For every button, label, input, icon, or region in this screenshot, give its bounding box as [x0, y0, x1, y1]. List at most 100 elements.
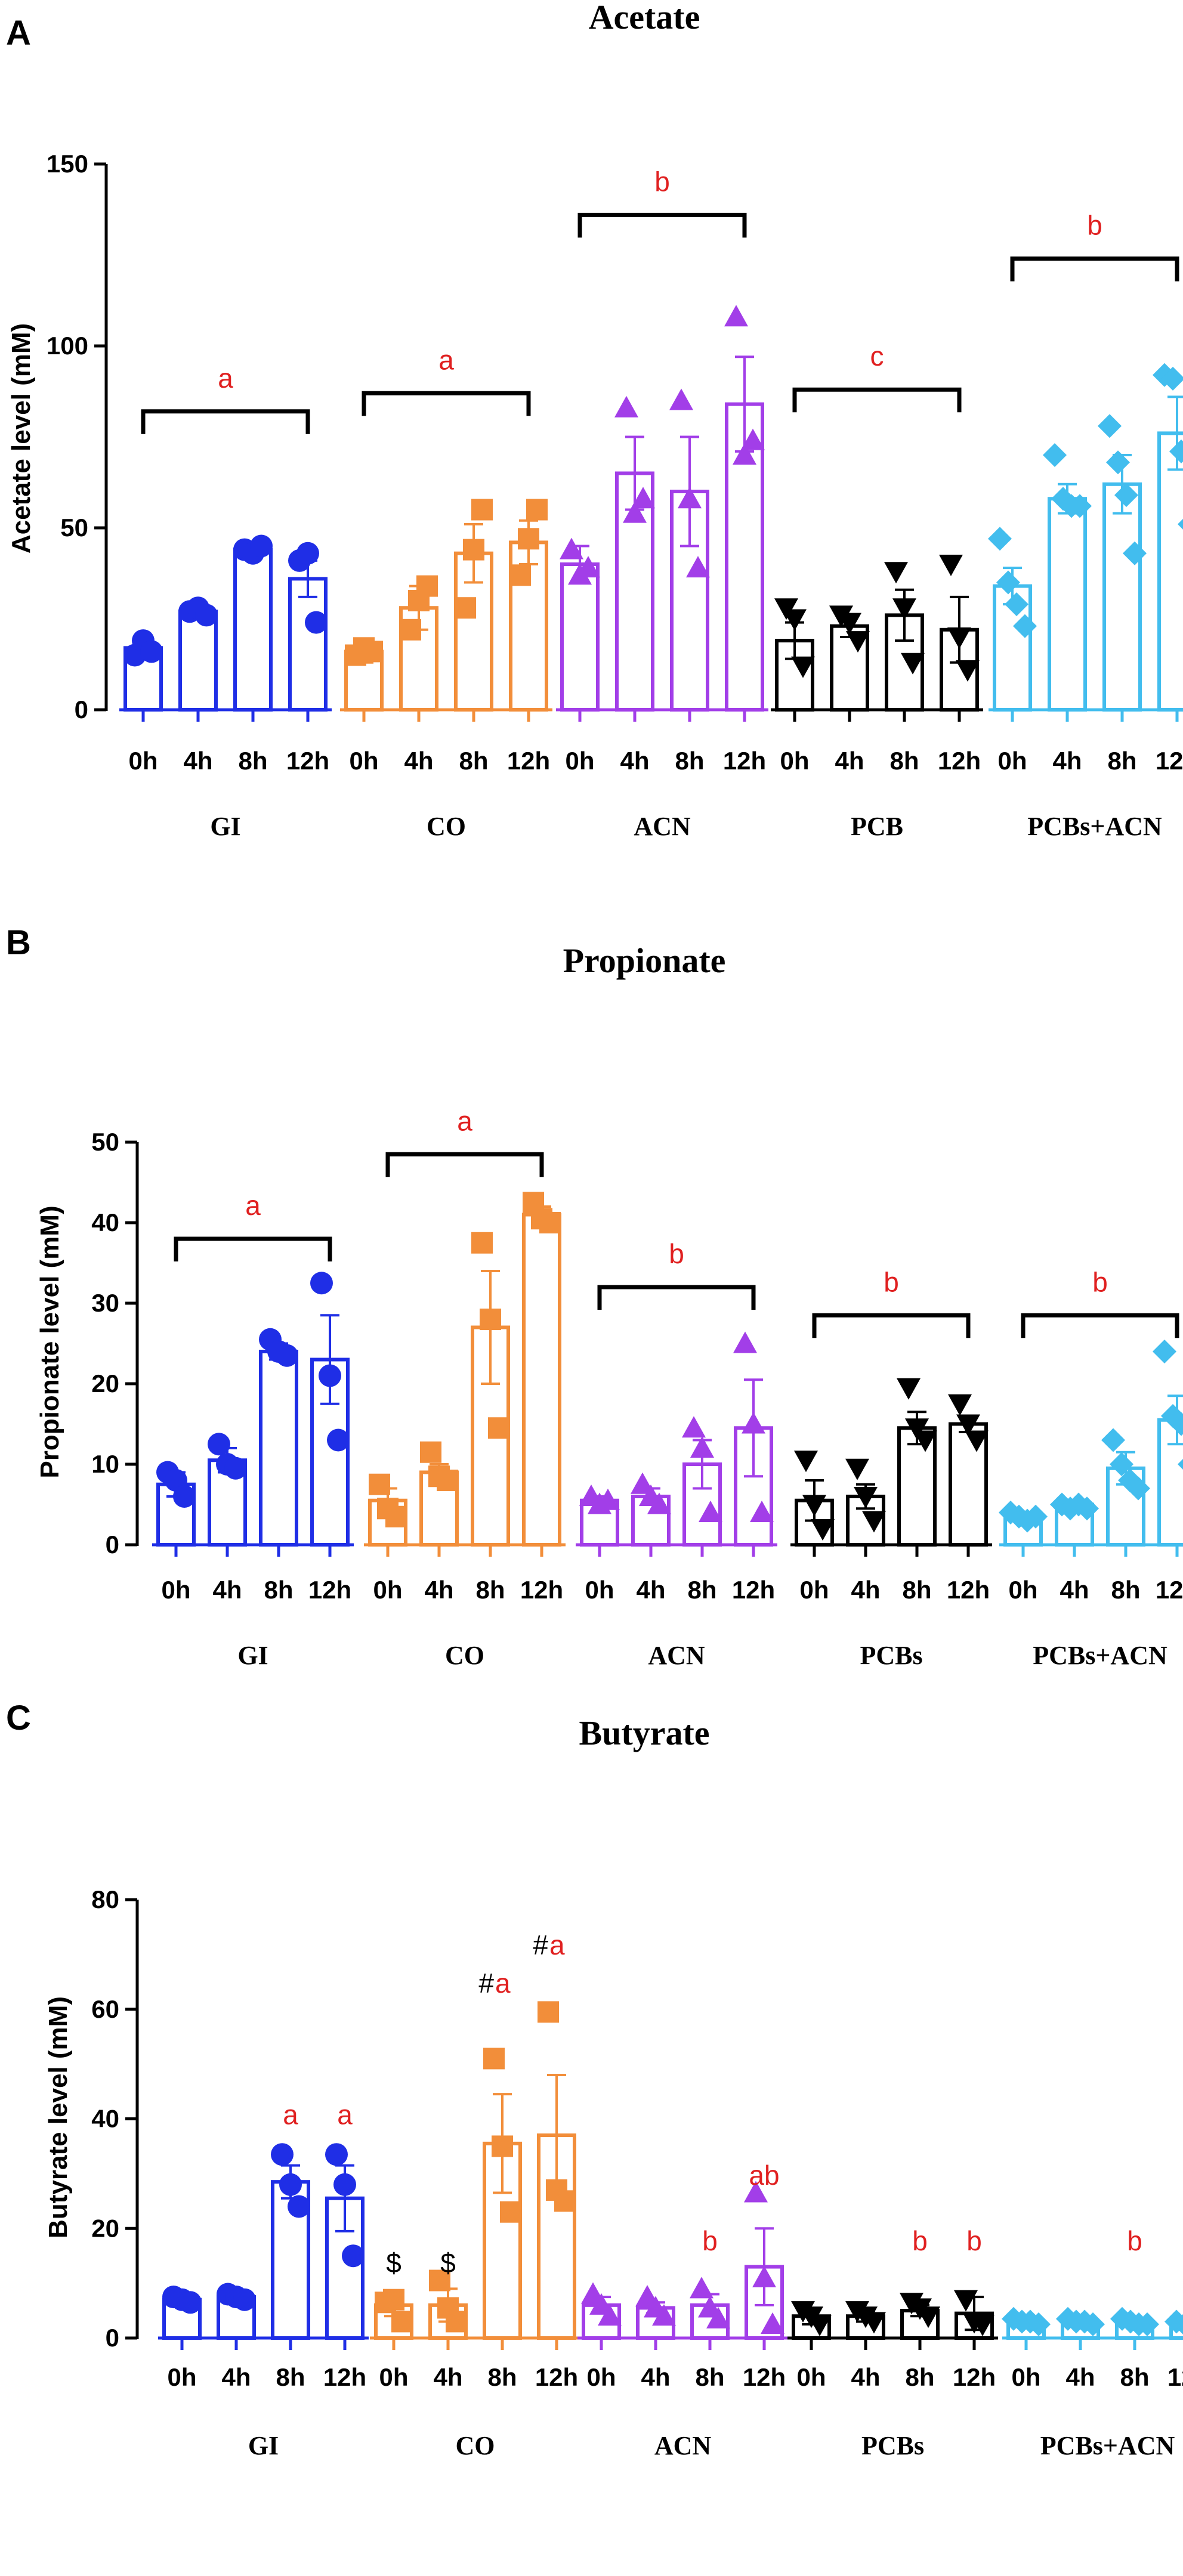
data-point: [1068, 494, 1092, 518]
data-point: [802, 1495, 826, 1517]
data-point: [233, 2288, 256, 2311]
y-tick-label: 150: [47, 150, 88, 178]
data-point: [750, 1501, 774, 1522]
series-3: 0h 4h 8h 12h PCBs: [787, 2290, 998, 2460]
data-point: [1027, 2312, 1051, 2337]
data-point: [296, 542, 319, 565]
y-tick-label: 30: [91, 1289, 119, 1317]
data-point: [342, 2244, 365, 2268]
bar: [259, 1350, 298, 1547]
significance-letter: b: [1181, 2225, 1183, 2256]
data-point: [391, 2311, 413, 2333]
x-tick-label: 8h: [264, 1576, 293, 1604]
data-point: [173, 1485, 196, 1508]
data-point: [471, 499, 493, 521]
y-tick-label: 80: [91, 1885, 119, 1913]
panel-letter: C: [6, 1699, 31, 1737]
x-tick-label: 4h: [221, 2363, 251, 2391]
significance-bracket: [1010, 256, 1179, 282]
x-tick-label: 12h: [1156, 747, 1183, 775]
significance-letter: b: [966, 2225, 982, 2256]
data-point: [1153, 1340, 1176, 1363]
x-tick-label: 4h: [433, 2363, 462, 2391]
x-tick-label: 4h: [1052, 747, 1082, 775]
data-point: [276, 1344, 298, 1367]
group-label: ACN: [634, 812, 691, 841]
bar: [1169, 2323, 1183, 2340]
data-point: [774, 598, 798, 620]
x-tick-label: 4h: [424, 1576, 453, 1604]
data-point: [1173, 2314, 1183, 2335]
data-point: [913, 1430, 937, 1452]
significance-prefix: #: [478, 1968, 494, 1999]
x-tick-label: 0h: [128, 747, 157, 775]
data-point: [794, 1451, 818, 1473]
x-tick-label: 0h: [796, 2363, 826, 2391]
data-point: [652, 2304, 676, 2326]
data-point: [733, 443, 756, 465]
chart-panel-c: C Butyrate Butyrate level (mM) 0 20 40 60 80 0h 4…: [6, 1699, 1183, 2460]
data-point: [279, 2173, 302, 2196]
significance-letter: a: [245, 1190, 261, 1221]
data-point: [733, 1331, 757, 1353]
data-point: [1013, 614, 1037, 638]
group-label: PCBs: [860, 1641, 922, 1670]
data-point: [669, 388, 693, 410]
data-point: [271, 2143, 294, 2166]
data-point: [1135, 2312, 1159, 2337]
data-point: [500, 2201, 521, 2223]
significance-bracket: [1021, 1313, 1179, 1338]
data-point: [631, 487, 655, 509]
x-tick-label: 4h: [1060, 1576, 1089, 1604]
data-point: [1005, 592, 1028, 617]
x-tick-label: 4h: [620, 747, 649, 775]
bar: [233, 548, 273, 712]
x-tick-label: 12h: [520, 1576, 563, 1604]
data-point: [455, 597, 476, 619]
data-point: [1101, 1428, 1125, 1452]
data-point: [706, 2306, 730, 2328]
x-tick-label: 4h: [835, 747, 864, 775]
data-point: [901, 652, 925, 675]
significance-bracket: [174, 1236, 332, 1261]
series-3: 0h 4h 8h 12h PCBs: [790, 1378, 992, 1670]
data-point: [956, 660, 980, 682]
data-point: [988, 527, 1012, 551]
data-point: [224, 1456, 247, 1480]
significance-letter: a: [438, 344, 454, 375]
data-point: [1081, 2312, 1105, 2337]
data-point: [686, 556, 710, 578]
y-tick-label: 20: [91, 1369, 119, 1397]
series-1: 0h 4h 8h 12h CO: [370, 2001, 580, 2460]
data-point: [488, 1417, 509, 1439]
significance-letter: b: [1092, 1266, 1108, 1297]
data-point: [690, 1436, 714, 1458]
data-point: [560, 537, 583, 559]
x-tick-label: 0h: [1008, 1576, 1037, 1604]
data-point: [741, 428, 765, 450]
data-point: [862, 2312, 886, 2334]
x-tick-label: 12h: [732, 1576, 775, 1604]
data-point: [471, 1232, 493, 1254]
data-point: [539, 1212, 561, 1233]
x-tick-label: 4h: [404, 747, 433, 775]
series-0: 0h 4h 8h 12h GI: [152, 1272, 354, 1670]
group-label: PCBs+ACN: [1033, 1641, 1167, 1670]
data-point: [905, 1418, 929, 1440]
group-label: GI: [210, 812, 240, 841]
x-tick-label: 0h: [379, 2363, 408, 2391]
data-point: [862, 1511, 886, 1533]
significance-bracket: [141, 409, 310, 434]
data-point: [596, 1488, 620, 1510]
data-point: [1181, 2323, 1183, 2327]
data-point: [1114, 483, 1138, 508]
group-label: PCB: [851, 812, 903, 841]
significance-letter: a: [457, 1105, 472, 1136]
data-point: [947, 627, 971, 649]
x-tick-label: 8h: [902, 1576, 931, 1604]
data-point: [1110, 1452, 1133, 1476]
data-point: [1123, 541, 1147, 565]
significance-letter: b: [884, 1266, 899, 1297]
x-tick-label: 8h: [675, 747, 704, 775]
